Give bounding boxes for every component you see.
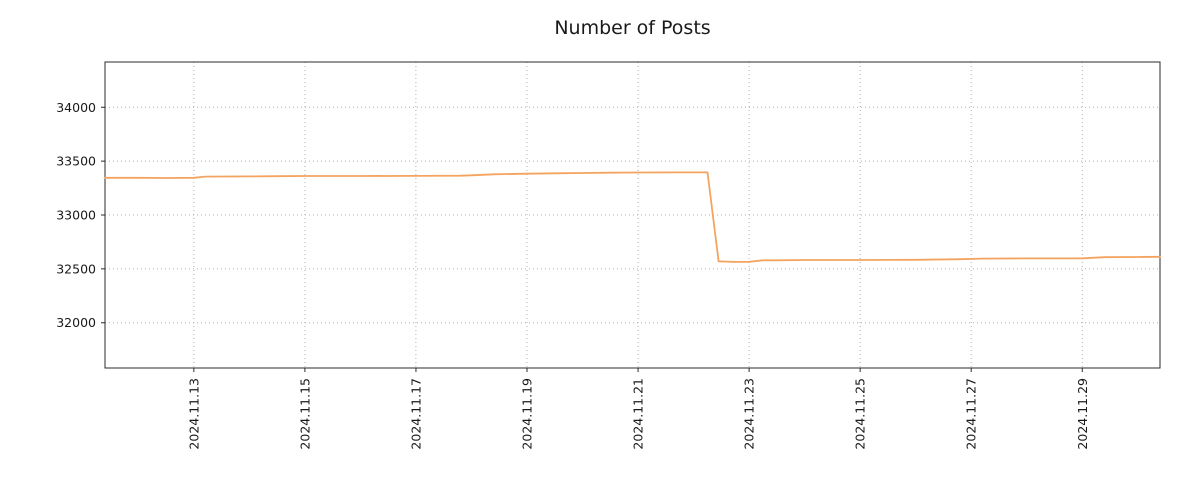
- x-tick-label: 2024.11.19: [520, 378, 535, 450]
- x-tick-label: 2024.11.25: [853, 378, 868, 450]
- plot-border: [104, 61, 1161, 369]
- y-tick-label: 34000: [56, 100, 96, 115]
- x-tick-label: 2024.11.27: [964, 378, 979, 450]
- x-tick-label: 2024.11.29: [1075, 378, 1090, 450]
- y-tick-label: 32500: [56, 261, 96, 276]
- y-tick-label: 32000: [56, 315, 96, 330]
- series-line: [104, 171, 1161, 263]
- x-tick-label: 2024.11.13: [186, 378, 201, 450]
- x-tick-label: 2024.11.15: [297, 378, 312, 450]
- x-tick-label: 2024.11.21: [631, 378, 646, 450]
- x-tick-label: 2024.11.23: [742, 378, 757, 450]
- x-tick-label: 2024.11.17: [408, 378, 423, 450]
- y-tick-label: 33000: [56, 208, 96, 223]
- chart-title: Number of Posts: [554, 17, 711, 39]
- y-tick-label: 33500: [56, 154, 96, 169]
